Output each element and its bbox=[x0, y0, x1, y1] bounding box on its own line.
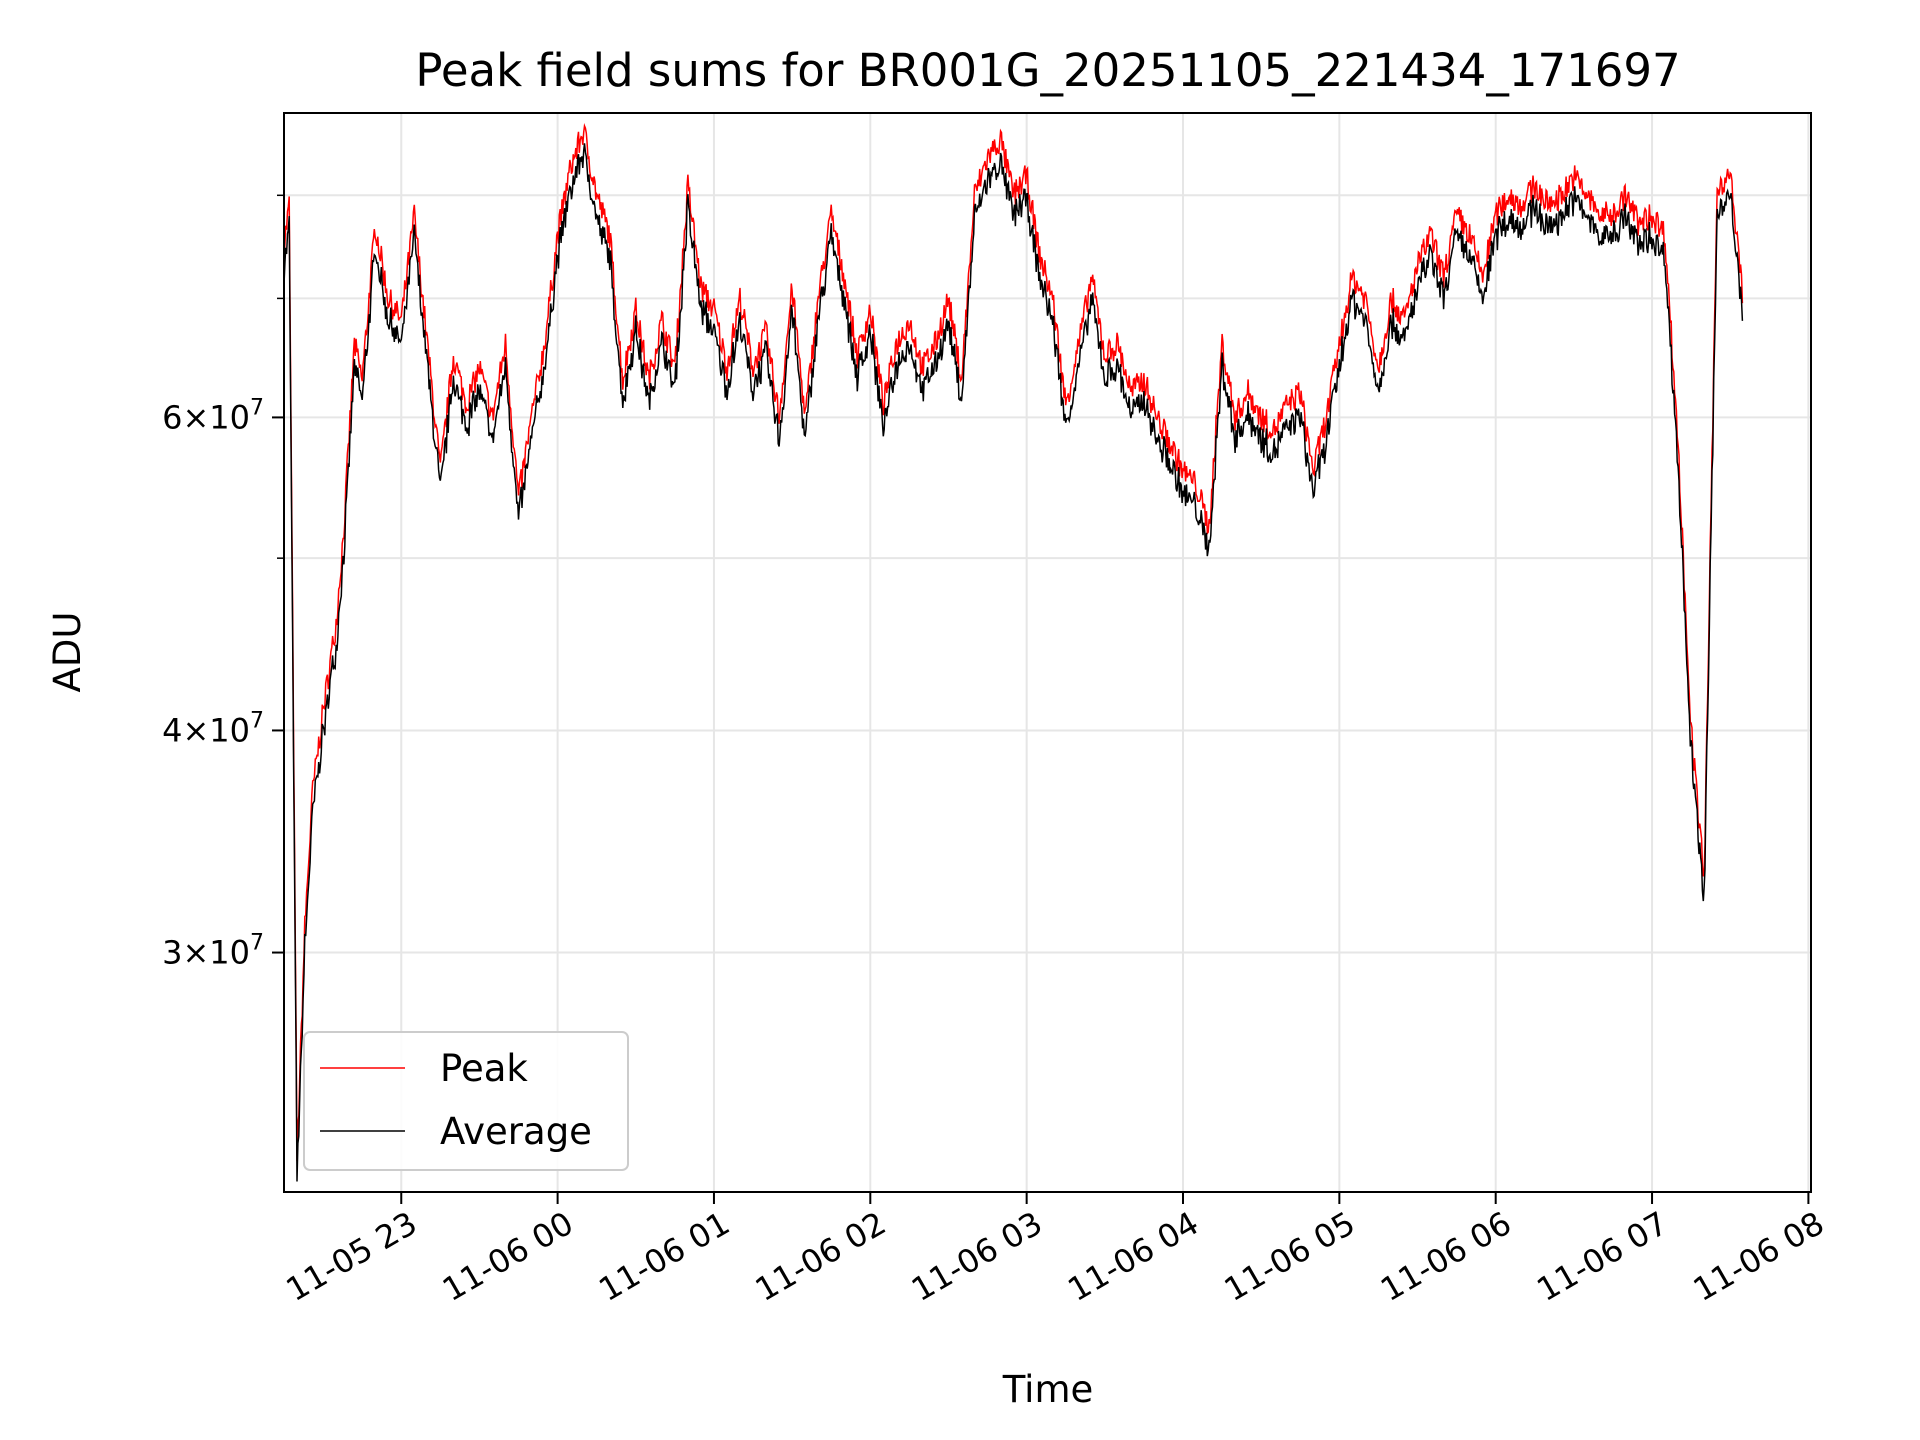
series-line-peak bbox=[283, 122, 1744, 1162]
legend-label-average: Average bbox=[440, 1110, 592, 1153]
chart-title: Peak field sums for BR001G_20251105_2214… bbox=[415, 44, 1680, 97]
grid bbox=[284, 113, 1811, 1192]
y-tick-label: 3×107 bbox=[162, 931, 264, 972]
y-axis-label: ADU bbox=[46, 612, 89, 693]
series-line-average bbox=[283, 143, 1744, 1182]
series-group bbox=[283, 122, 1744, 1182]
y-axis: 3×107 4×107 6×107 bbox=[162, 194, 284, 972]
x-axis-label: Time bbox=[1002, 1368, 1094, 1411]
plot-frame bbox=[283, 112, 1812, 1193]
legend: Peak Average bbox=[303, 1031, 629, 1171]
legend-box bbox=[303, 1031, 629, 1171]
y-tick-label: 6×107 bbox=[162, 395, 264, 436]
legend-label-peak: Peak bbox=[440, 1047, 528, 1090]
y-tick-label: 4×107 bbox=[162, 708, 264, 749]
